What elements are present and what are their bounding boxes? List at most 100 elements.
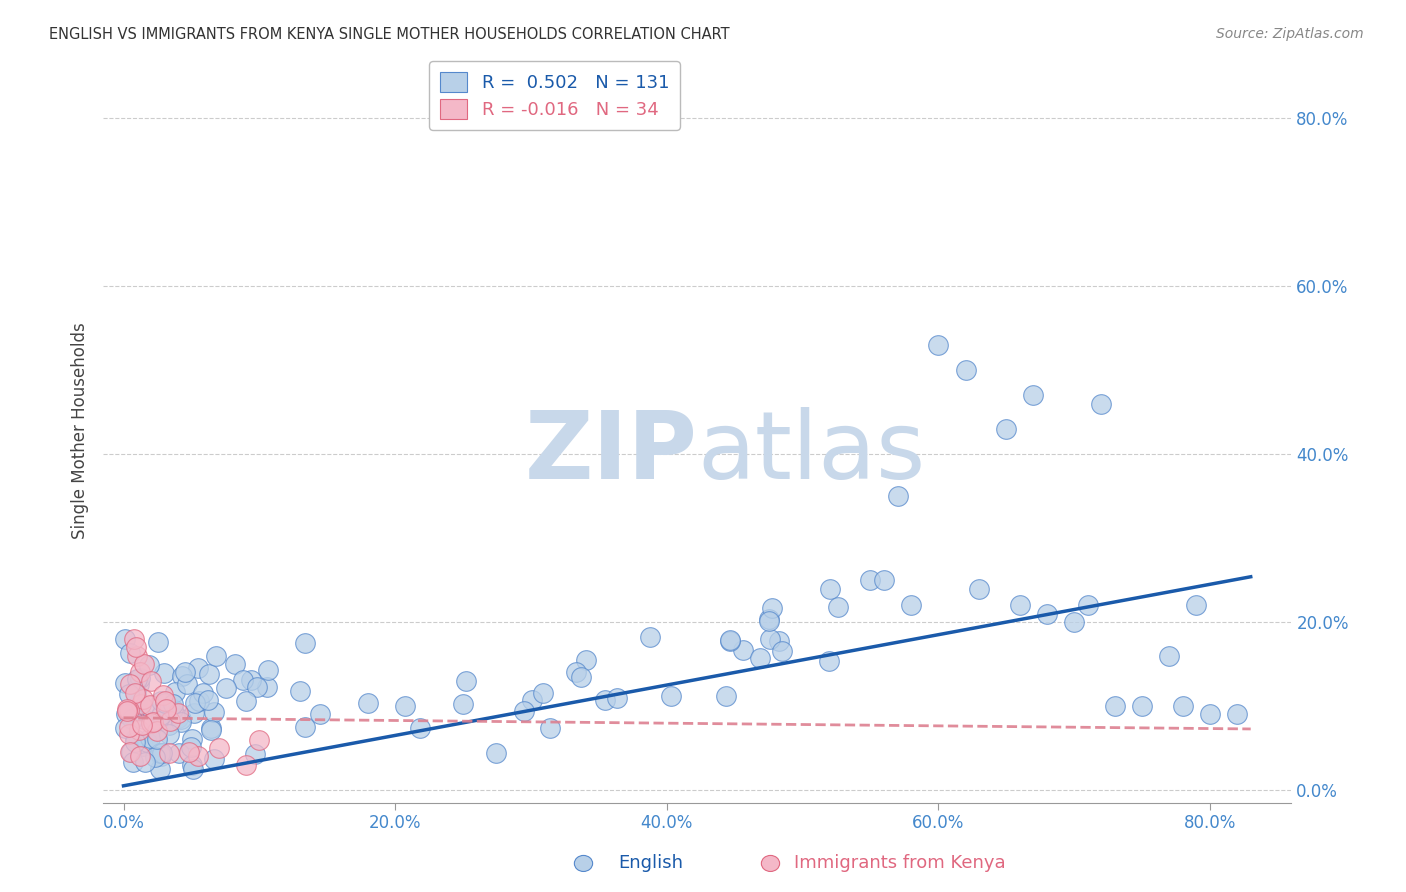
Point <box>207 741 229 756</box>
Point <box>176 677 198 691</box>
Point <box>115 706 138 721</box>
Point <box>159 714 181 728</box>
Point <box>128 677 150 691</box>
Point <box>215 681 238 695</box>
Point <box>114 675 136 690</box>
Text: Immigrants from Kenya: Immigrants from Kenya <box>794 855 1007 872</box>
Point <box>818 654 841 668</box>
Point <box>141 716 163 731</box>
Point <box>162 702 184 716</box>
Point <box>357 696 380 710</box>
Point <box>202 752 225 766</box>
Point <box>1171 699 1194 714</box>
Point <box>139 731 162 745</box>
Point <box>1159 648 1181 663</box>
Point <box>117 704 139 718</box>
Point <box>224 657 246 672</box>
Point <box>294 636 316 650</box>
Point <box>159 700 181 714</box>
Point <box>149 748 172 763</box>
Point <box>198 666 221 681</box>
Point <box>153 666 176 681</box>
Point <box>157 746 180 760</box>
Point <box>1185 599 1208 613</box>
Point <box>128 723 150 737</box>
Point <box>142 714 165 729</box>
Point <box>125 698 148 713</box>
Point <box>149 693 172 707</box>
Point <box>733 643 755 657</box>
Point <box>127 672 149 686</box>
Point <box>538 722 561 736</box>
Point <box>120 677 142 691</box>
Point <box>818 582 841 596</box>
Point <box>134 712 156 726</box>
Point <box>122 707 145 722</box>
Point <box>120 745 142 759</box>
Point <box>145 724 167 739</box>
Point <box>118 703 141 717</box>
Point <box>1077 599 1099 613</box>
Point <box>638 631 661 645</box>
Point <box>900 599 922 613</box>
Point <box>456 674 478 689</box>
Point <box>128 665 150 680</box>
Point <box>235 757 257 772</box>
Point <box>995 422 1018 436</box>
Point <box>138 698 160 712</box>
Point <box>1130 699 1153 714</box>
Point <box>886 489 908 503</box>
Point <box>180 758 202 772</box>
Point <box>183 697 205 711</box>
Point <box>239 673 262 688</box>
Point <box>720 632 742 647</box>
Point <box>132 701 155 715</box>
Point <box>128 671 150 685</box>
Point <box>157 717 180 731</box>
Point <box>124 731 146 746</box>
Point <box>758 614 780 628</box>
Point <box>181 731 204 746</box>
Point <box>125 640 148 655</box>
Text: atlas: atlas <box>697 408 925 500</box>
Point <box>1008 599 1031 613</box>
Point <box>143 749 166 764</box>
Point <box>770 644 793 658</box>
Point <box>1226 707 1249 722</box>
Point <box>152 688 174 702</box>
Point <box>136 735 159 749</box>
Point <box>132 739 155 753</box>
Point <box>131 717 153 731</box>
Point <box>720 633 742 648</box>
Point <box>235 694 257 708</box>
Point <box>146 731 169 746</box>
Point <box>187 660 209 674</box>
Point <box>309 706 332 721</box>
Point <box>247 732 270 747</box>
Point <box>183 706 205 721</box>
Point <box>177 745 200 759</box>
Text: English: English <box>619 855 683 872</box>
Point <box>122 711 145 725</box>
Point <box>124 686 146 700</box>
Point <box>155 702 177 716</box>
Point <box>170 714 193 729</box>
Point <box>134 756 156 770</box>
Point <box>1063 615 1085 629</box>
Text: ZIP: ZIP <box>524 408 697 500</box>
Point <box>170 712 193 726</box>
Point <box>202 706 225 720</box>
Point <box>759 632 782 646</box>
Point <box>565 665 588 680</box>
Point <box>118 745 141 759</box>
Point <box>187 694 209 708</box>
Point <box>118 646 141 660</box>
Point <box>451 697 474 711</box>
Point <box>409 721 432 735</box>
Point <box>197 693 219 707</box>
Point <box>138 658 160 673</box>
Point <box>114 632 136 646</box>
Point <box>187 749 209 764</box>
Point <box>150 746 173 760</box>
Point <box>205 649 228 664</box>
